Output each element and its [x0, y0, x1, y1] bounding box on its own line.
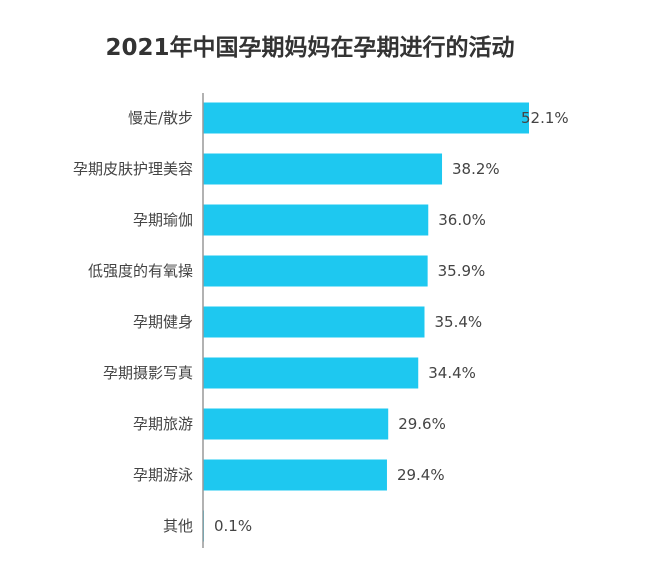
value-label-6: 29.6%: [398, 415, 446, 433]
category-label-1: 孕期皮肤护理美容: [73, 160, 193, 178]
value-label-2: 36.0%: [438, 211, 486, 229]
value-label-0: 52.1%: [521, 109, 569, 127]
bar-3: [203, 255, 428, 287]
category-label-6: 孕期旅游: [133, 415, 193, 433]
bar-4: [203, 306, 425, 338]
bar-2: [203, 204, 429, 236]
bar-5: [203, 357, 419, 389]
category-label-8: 其他: [163, 517, 193, 535]
category-label-5: 孕期摄影写真: [103, 364, 193, 382]
value-label-1: 38.2%: [452, 160, 500, 178]
value-label-3: 35.9%: [438, 262, 486, 280]
value-label-4: 35.4%: [435, 313, 483, 331]
bar-1: [203, 153, 443, 185]
bar-7: [203, 459, 387, 491]
value-label-8: 0.1%: [214, 517, 252, 535]
value-label-7: 29.4%: [397, 466, 445, 484]
category-label-0: 慢走/散步: [128, 109, 193, 127]
category-label-7: 孕期游泳: [133, 466, 193, 484]
category-label-4: 孕期健身: [133, 313, 193, 331]
bar-6: [203, 408, 389, 440]
category-label-3: 低强度的有氧操: [88, 262, 193, 280]
bars-group: 慢走/散步 52.1% 孕期皮肤护理美容 38.2% 孕期瑜伽 36.0% 低强度的有氧操 3…: [73, 102, 569, 542]
bar-0: [203, 102, 529, 134]
chart-title: 2021年中国孕期妈妈在孕期进行的活动: [105, 35, 515, 61]
value-label-5: 34.4%: [428, 364, 476, 382]
category-label-2: 孕期瑜伽: [133, 211, 193, 229]
